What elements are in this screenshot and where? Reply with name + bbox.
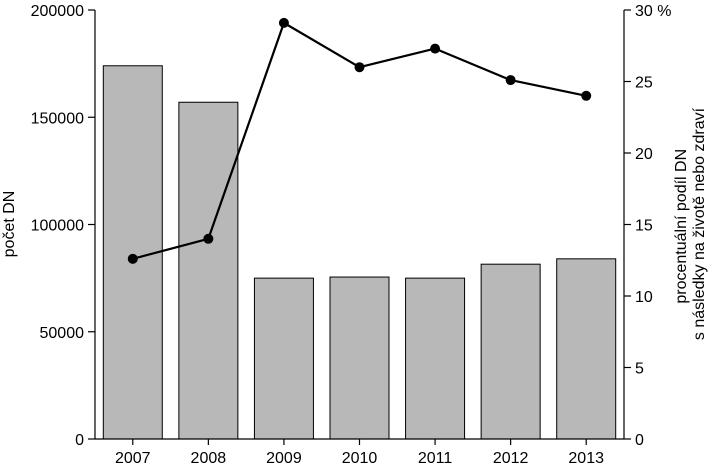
bars-layer (102, 65, 617, 440)
line-point-2007 (127, 253, 138, 264)
bar-2012 (480, 263, 541, 440)
bar-2013 (556, 258, 617, 440)
x-tick-label-2013: 2013 (568, 450, 604, 466)
right-tick-label-30: 30 % (635, 3, 671, 20)
x-tick-label-2007: 2007 (115, 450, 151, 466)
left-tick-label-50000: 50000 (40, 325, 85, 342)
x-tick-label-2009: 2009 (266, 450, 302, 466)
line-point-2010 (354, 62, 365, 73)
labels-layer: 0 50000 100000 150000 200000 0 5 10 15 20 25 30 % 20… (31, 3, 672, 466)
right-tick-label-25: 25 (635, 75, 653, 92)
line-point-2009 (278, 17, 289, 28)
right-axis-title: procentuální podíl DN s následky na živo… (673, 107, 708, 340)
left-tick-label-100000: 100000 (31, 218, 84, 235)
left-axis-title: počet DN (1, 191, 18, 258)
line-point-2011 (430, 43, 441, 54)
right-tick-label-0: 0 (635, 432, 644, 449)
right-axis-title-line-2: s následky na životě nebo zdraví (691, 107, 708, 340)
bar-2009 (253, 277, 314, 440)
bar-2008 (178, 101, 239, 440)
axes-layer (88, 9, 631, 445)
line-layer (127, 17, 592, 264)
line-point-2008 (203, 233, 214, 244)
line-point-2012 (505, 75, 516, 86)
x-tick-label-2008: 2008 (191, 450, 227, 466)
right-tick-label-20: 20 (635, 146, 653, 163)
left-tick-label-0: 0 (75, 432, 84, 449)
left-tick-label-150000: 150000 (31, 110, 84, 127)
right-tick-label-5: 5 (635, 361, 644, 378)
right-axis-title-line-1: procentuální podíl DN (673, 149, 690, 304)
right-tick-label-15: 15 (635, 218, 653, 235)
bar-2011 (405, 277, 466, 440)
x-tick-label-2011: 2011 (418, 450, 453, 466)
x-tick-label-2010: 2010 (342, 450, 378, 466)
right-tick-label-10: 10 (635, 289, 653, 306)
x-tick-label-2012: 2012 (493, 450, 529, 466)
left-tick-label-200000: 200000 (31, 3, 84, 20)
bar-2007 (102, 65, 163, 440)
bar-2010 (329, 276, 390, 440)
line-point-2013 (581, 90, 592, 101)
